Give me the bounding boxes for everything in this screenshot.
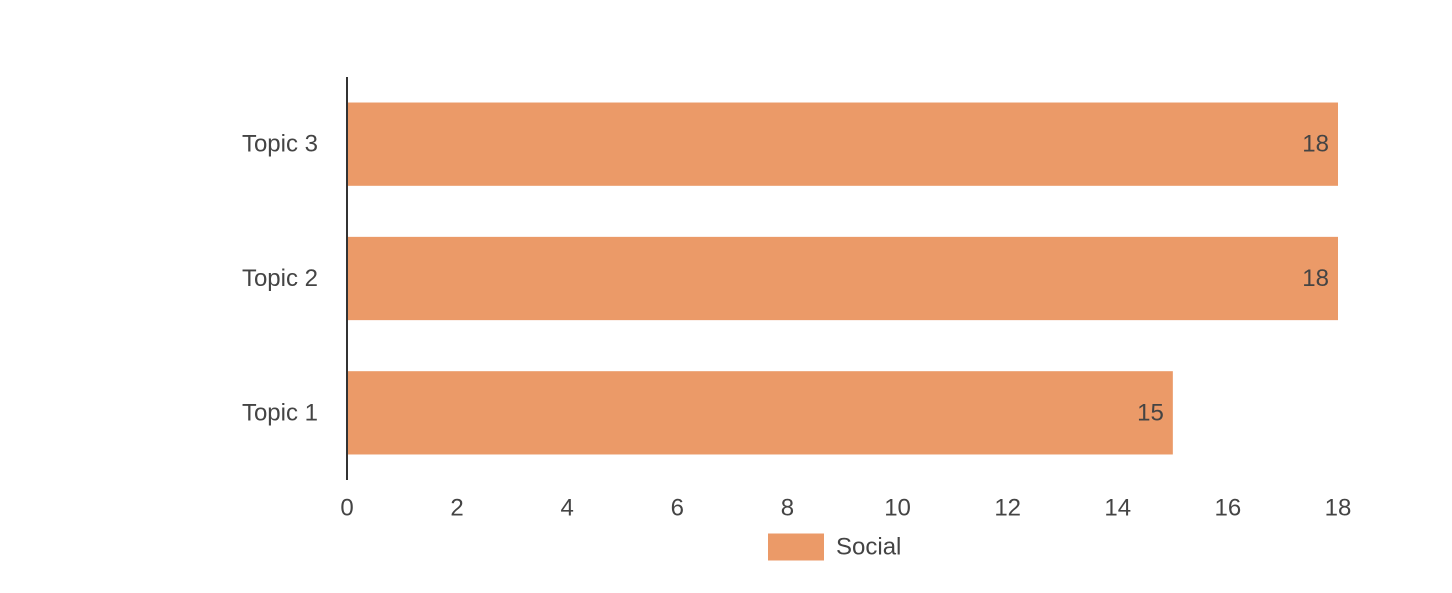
bars-layer — [347, 102, 1338, 455]
category-labels-layer: Topic 3 Topic 2 Topic 1 — [242, 131, 318, 427]
x-tick-label: 12 — [994, 495, 1021, 522]
x-tick-labels-layer: 0 2 4 6 8 10 12 14 16 18 — [340, 495, 1351, 522]
data-labels-layer: 18 18 15 — [1137, 131, 1329, 427]
bar-topic-3 — [347, 102, 1338, 186]
legend: Social — [768, 533, 901, 561]
category-label: Topic 2 — [242, 265, 318, 292]
legend-swatch-social — [768, 533, 824, 561]
category-label: Topic 3 — [242, 131, 318, 158]
x-tick-label: 4 — [561, 495, 574, 522]
x-tick-label: 14 — [1104, 495, 1131, 522]
category-label: Topic 1 — [242, 399, 318, 426]
x-tick-label: 2 — [450, 495, 463, 522]
x-tick-label: 8 — [781, 495, 794, 522]
bar-topic-2 — [347, 236, 1338, 321]
x-tick-label: 16 — [1215, 495, 1242, 522]
data-label: 15 — [1137, 399, 1164, 426]
x-tick-label: 18 — [1325, 495, 1352, 522]
data-label: 18 — [1302, 131, 1329, 158]
legend-label-social: Social — [836, 534, 901, 561]
x-tick-label: 0 — [340, 495, 353, 522]
data-label: 18 — [1302, 265, 1329, 292]
x-tick-label: 10 — [884, 495, 911, 522]
x-tick-label: 6 — [671, 495, 684, 522]
bar-topic-1 — [347, 371, 1173, 455]
